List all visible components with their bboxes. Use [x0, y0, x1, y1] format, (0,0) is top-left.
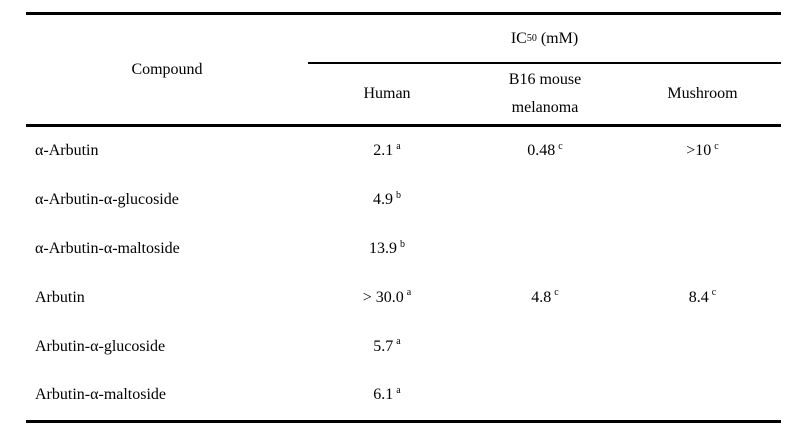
human-value: 2.1 a	[308, 142, 466, 160]
table-row: Arbutin-α-glucoside 5.7 a	[26, 322, 781, 371]
b16-value: 4.8 c	[466, 287, 624, 307]
value-superscript: c	[558, 141, 563, 153]
column-header-mushroom-label: Mushroom	[667, 85, 738, 102]
compound-name: Arbutin-α-maltoside	[35, 386, 167, 404]
compound-name: Arbutin	[35, 288, 85, 306]
ic50-group: IC 50 (mM) Human B16 mouse melanoma Mushr…	[308, 15, 781, 124]
human-value: 5.7 a	[308, 336, 466, 356]
value-superscript: a	[396, 141, 401, 153]
value-superscript: a	[406, 287, 412, 299]
ic50-table: Compound IC 50 (mM) Human B16 mouse melan…	[26, 12, 781, 423]
value-superscript: c	[711, 287, 717, 299]
value-superscript: c	[554, 287, 559, 299]
human-value: 6.1 a	[308, 386, 466, 404]
compound-name: α-Arbutin-α-maltoside	[35, 239, 180, 257]
value-text: 4.8	[531, 288, 552, 306]
value-text: 0.48	[527, 142, 556, 160]
value-text: 5.7	[373, 337, 394, 355]
column-header-human: Human	[308, 64, 466, 124]
table-row: α-Arbutin 2.1 a 0.48 c >10 c	[26, 127, 781, 176]
value-superscript: c	[714, 141, 719, 153]
value-text: 13.9	[369, 239, 397, 257]
table-row: α-Arbutin-α-glucoside 4.9 b	[26, 176, 781, 225]
value-text: 4.9	[373, 191, 393, 209]
ic50-unit: (mM)	[536, 29, 579, 47]
value-text: >10	[686, 142, 712, 160]
compound-name: Arbutin-α-glucoside	[35, 337, 166, 355]
mushroom-value: 8.4 c	[624, 287, 781, 307]
table-body: α-Arbutin 2.1 a 0.48 c >10 c α-Arbutin-α-gl…	[26, 127, 781, 420]
mushroom-value: >10 c	[624, 142, 781, 160]
value-superscript: a	[396, 336, 401, 348]
value-text: 6.1	[373, 386, 394, 404]
compound-name: α-Arbutin-α-glucoside	[35, 191, 179, 209]
sub-header-row: Human B16 mouse melanoma Mushroom	[308, 64, 781, 124]
table-header: Compound IC 50 (mM) Human B16 mouse melan…	[26, 15, 781, 127]
value-superscript: a	[396, 385, 401, 397]
table-row: Arbutin-α-maltoside 6.1 a	[26, 371, 781, 420]
column-header-mushroom: Mushroom	[624, 64, 781, 124]
value-text: > 30.0	[362, 288, 404, 306]
b16-value: 0.48 c	[466, 142, 624, 160]
column-header-b16: B16 mouse melanoma	[466, 64, 624, 124]
column-header-human-label: Human	[363, 85, 411, 102]
ic50-prefix: IC	[510, 29, 527, 47]
value-text: 8.4	[688, 288, 709, 306]
value-superscript: b	[400, 238, 405, 250]
column-header-b16-label: B16 mouse melanoma	[508, 71, 582, 116]
human-value: > 30.0 a	[308, 287, 466, 307]
human-value: 4.9 b	[308, 189, 466, 209]
ic50-group-header: IC 50 (mM)	[308, 15, 781, 64]
compound-column-header: Compound	[131, 60, 203, 78]
human-value: 13.9 b	[308, 238, 466, 258]
compound-name: α-Arbutin	[35, 142, 99, 160]
table-row: Arbutin > 30.0 a 4.8 c 8.4 c	[26, 273, 781, 322]
value-superscript: b	[396, 189, 401, 201]
table-row: α-Arbutin-α-maltoside 13.9 b	[26, 225, 781, 274]
value-text: 2.1	[373, 142, 394, 160]
